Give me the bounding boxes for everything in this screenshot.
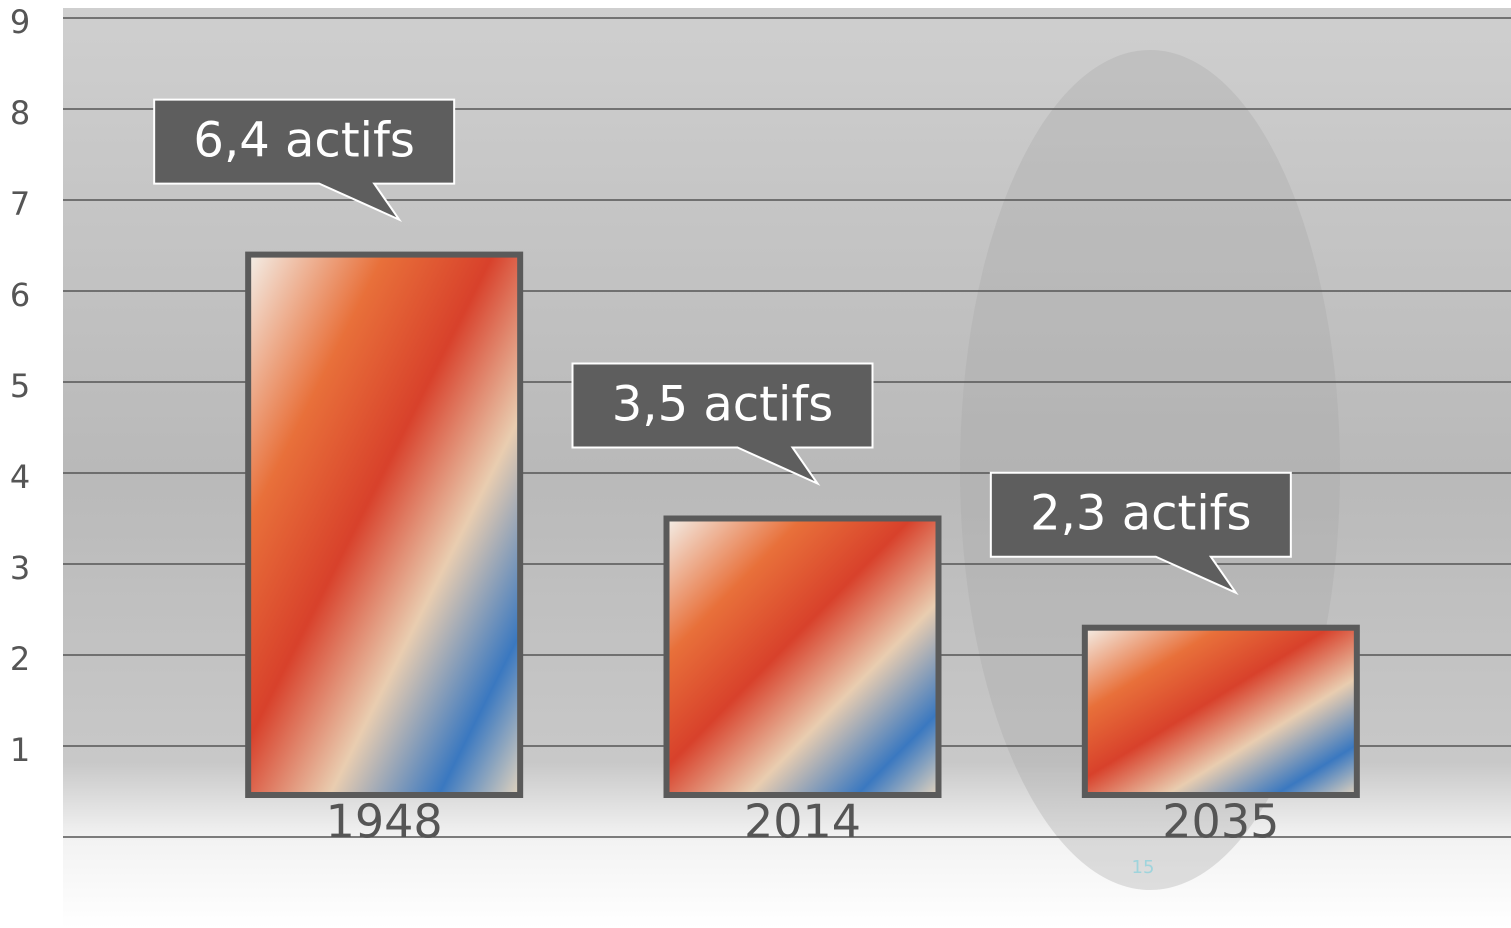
- y-tick-label: 5: [10, 367, 30, 405]
- y-tick-label: 2: [10, 640, 30, 678]
- bar: [248, 255, 520, 795]
- page-number: 15: [1132, 857, 1155, 878]
- bar: [1085, 628, 1357, 795]
- y-tick-label: 4: [10, 458, 30, 496]
- bar: [667, 519, 939, 796]
- y-tick-label: 8: [10, 94, 30, 132]
- value-label: 6,4 actifs: [193, 113, 414, 169]
- x-tick-label: 2035: [1162, 795, 1279, 849]
- y-tick-label: 3: [10, 549, 30, 587]
- value-label: 3,5 actifs: [612, 377, 833, 433]
- y-tick-label: 6: [10, 276, 30, 314]
- x-tick-label: 1948: [326, 795, 443, 849]
- chart: 15 1 2 3 4 5 6 7 8 9 6,4 actifs 1948 3,5 actifs 2014…: [0, 0, 1511, 928]
- y-tick-label: 7: [10, 185, 30, 223]
- y-tick-label: 1: [10, 731, 30, 769]
- value-label: 2,3 actifs: [1030, 486, 1251, 542]
- x-tick-label: 2014: [744, 795, 861, 849]
- y-tick-label: 9: [10, 3, 30, 41]
